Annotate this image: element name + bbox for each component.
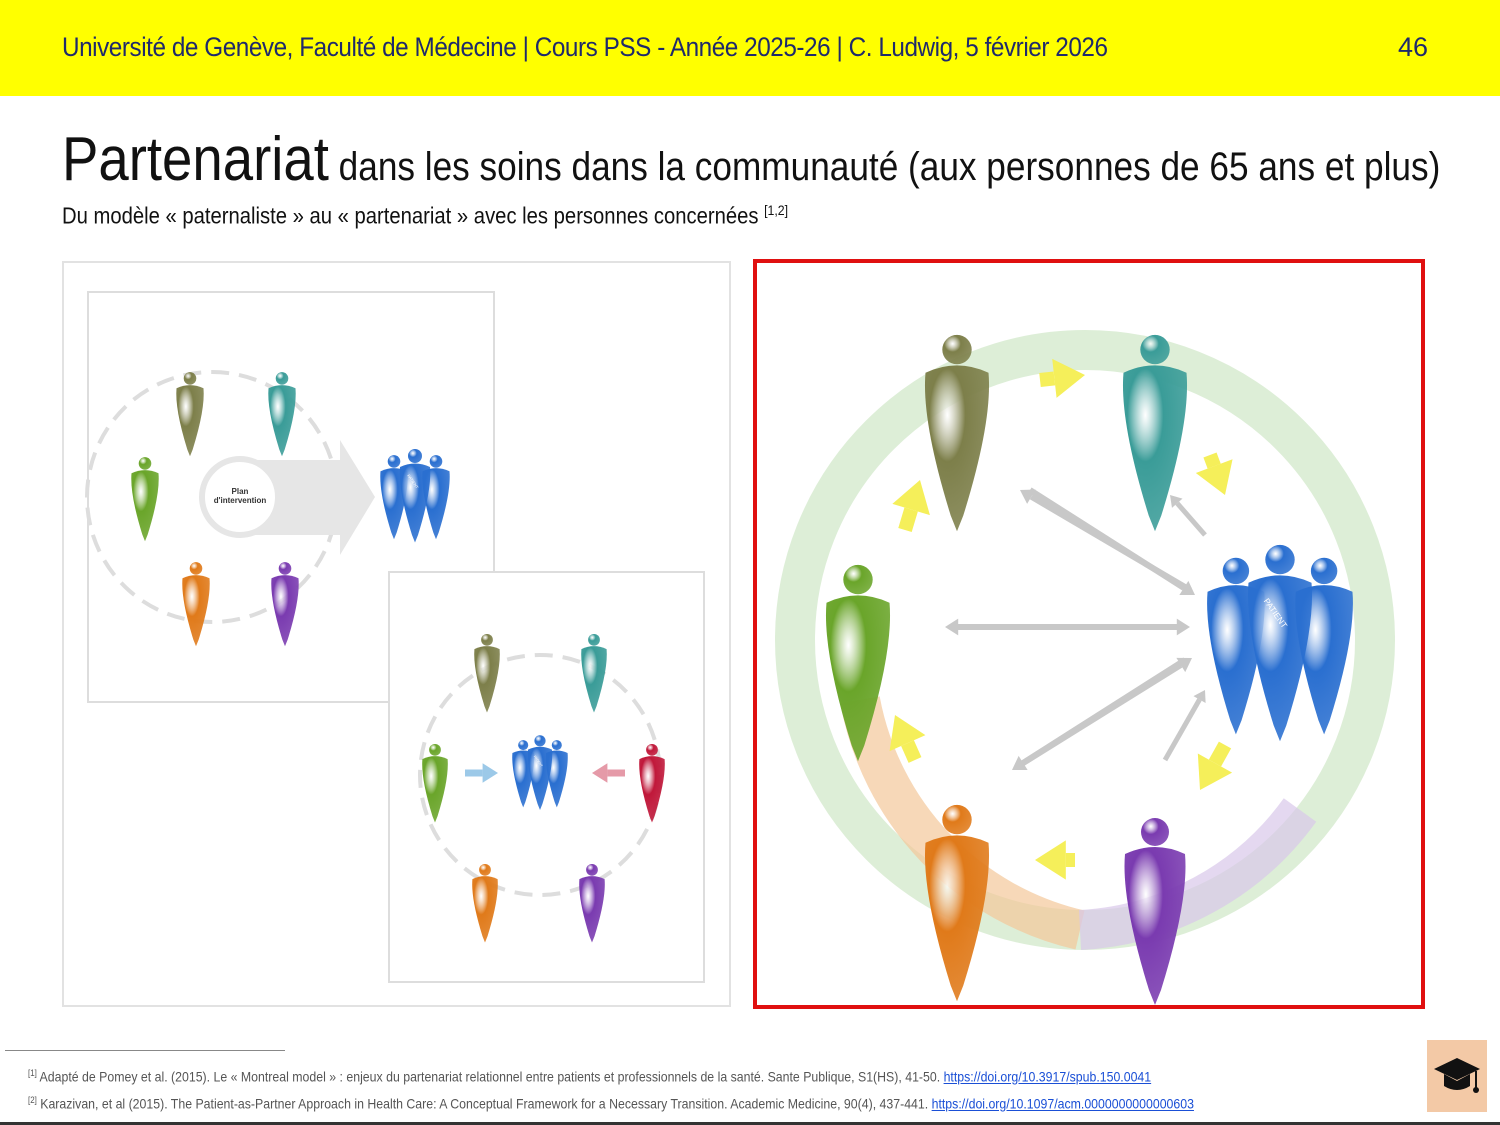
patient-group-center-head xyxy=(408,449,422,463)
nurse-figure-body xyxy=(1122,365,1188,532)
professional-figure-head xyxy=(138,457,152,470)
physician-figure-body xyxy=(176,385,204,457)
cycle-arrow-shaft xyxy=(898,507,918,533)
gray-arrow-shaft xyxy=(1028,487,1186,591)
patient-group-center-head xyxy=(1265,544,1295,575)
footnote-1: [1] Adapté de Pomey et al. (2015). Le « … xyxy=(28,1068,1151,1085)
care-cycle-ring-cool xyxy=(1078,798,1317,950)
patient-group-right-head xyxy=(429,455,443,468)
plan-label-1: Plan xyxy=(232,487,249,496)
specialist-figure-head xyxy=(1141,818,1169,846)
caregiver-figure-head xyxy=(942,804,972,835)
professional-figure-head xyxy=(429,743,441,756)
physician-figure-body xyxy=(924,365,990,532)
slide-header: Université de Genève, Faculté de Médecin… xyxy=(0,0,1500,96)
patient-group-left-head xyxy=(518,740,529,751)
specialist-figure-head xyxy=(278,562,292,575)
cycle-arrow-head xyxy=(889,715,926,752)
plan-label-2: d'intervention xyxy=(214,496,267,505)
footnote-link[interactable]: https://doi.org/10.1097/acm.000000000000… xyxy=(931,1095,1194,1112)
professional-figure-body xyxy=(131,470,159,542)
footnote-2: [2] Karazivan, et al (2015). The Patient… xyxy=(28,1095,1194,1112)
professional-figure-body xyxy=(422,756,448,823)
graduation-cap-icon xyxy=(1434,1058,1480,1093)
gray-arrow-head xyxy=(1176,657,1192,673)
nurse-figure-head xyxy=(1140,334,1170,365)
footnote-text: Adapté de Pomey et al. (2015). Le « Mont… xyxy=(36,1068,944,1085)
footnote-ref: [1] xyxy=(28,1068,37,1078)
patient-group-center-body xyxy=(527,746,553,810)
caregiver-figure-head xyxy=(479,863,491,876)
physician-figure-head xyxy=(481,633,493,646)
nurse-figure-head xyxy=(588,633,600,646)
cycle-arrow-head xyxy=(1195,459,1233,495)
partnership-model-figure xyxy=(753,259,1425,1009)
caregiver-figure-body xyxy=(472,876,498,943)
cycle-arrow-shaft xyxy=(901,740,922,763)
cycle-arrow-shaft xyxy=(1208,741,1232,767)
footnote-text: Karazivan, et al (2015). The Patient-as-… xyxy=(36,1095,932,1112)
cycle-arrow-shaft xyxy=(1039,371,1056,387)
cycle-arrow-head xyxy=(892,480,930,516)
patient-group-center-head xyxy=(534,735,546,747)
specialist-figure-body xyxy=(579,876,605,943)
nurse-figure-body xyxy=(268,385,296,457)
caregiver-figure-body xyxy=(182,575,210,647)
gray-arrow-head xyxy=(1176,618,1190,636)
gray-arrow-shaft xyxy=(1018,662,1183,768)
title-main: Partenariat xyxy=(62,125,329,194)
professional-figure-head xyxy=(843,564,873,595)
family-figure-head xyxy=(646,743,658,756)
patient-group-center-body xyxy=(1247,575,1313,742)
gray-arrow-head xyxy=(1179,580,1195,595)
specialist-figure-body xyxy=(271,575,299,647)
arrow-head xyxy=(592,763,608,783)
physician-figure-body xyxy=(474,646,500,713)
subtitle-text: Du modèle « paternaliste » au « partenar… xyxy=(62,202,765,229)
cycle-arrow-shaft xyxy=(1203,452,1221,469)
family-figure-body xyxy=(639,756,665,823)
patient-group-left-head xyxy=(387,455,401,468)
header-text: Université de Genève, Faculté de Médecin… xyxy=(62,32,1108,62)
cycle-arrow-head xyxy=(1197,753,1233,790)
footnote-ref: [2] xyxy=(28,1095,37,1105)
nurse-figure-head xyxy=(275,372,289,385)
graduation-cap-button[interactable] xyxy=(1427,1040,1487,1112)
arrow-head xyxy=(482,763,498,783)
title-rest: dans les soins dans la communauté (aux p… xyxy=(328,145,1441,189)
professional-figure-body xyxy=(825,595,891,762)
caregiver-figure-body xyxy=(924,835,990,1002)
subtitle-ref: [1,2] xyxy=(764,202,789,218)
page-title: Partenariat dans les soins dans la commu… xyxy=(62,124,1440,195)
caregiver-figure-head xyxy=(189,562,203,575)
paternalist-model-figure xyxy=(62,261,731,1007)
gray-arrow-shaft xyxy=(1162,698,1202,762)
subtitle: Du modèle « paternaliste » au « partenar… xyxy=(62,202,788,230)
patient-group-right-head xyxy=(551,740,562,751)
gray-arrow-head xyxy=(1193,690,1206,704)
gray-arrow-shaft xyxy=(1175,501,1207,537)
specialist-figure-body xyxy=(1124,847,1186,1005)
bottom-bar xyxy=(0,1122,1500,1125)
gray-arrow-head xyxy=(1170,495,1183,508)
patient-group-center-body xyxy=(399,463,431,543)
footnote-link[interactable]: https://doi.org/10.3917/spub.150.0041 xyxy=(943,1068,1152,1085)
plan-circle xyxy=(199,456,281,538)
page-number: 46 xyxy=(1397,32,1428,62)
footnote-divider xyxy=(5,1050,285,1051)
physician-figure-head xyxy=(942,334,972,365)
patient-group-right-head xyxy=(1310,557,1338,585)
specialist-figure-head xyxy=(586,863,598,876)
cycle-arrow-head xyxy=(1035,840,1066,880)
patient-sash-label: PATIENT xyxy=(533,755,544,768)
physician-figure-head xyxy=(183,372,197,385)
cycle-arrow-head xyxy=(1052,358,1085,398)
nurse-figure-body xyxy=(581,646,607,713)
patient-group-left-head xyxy=(1222,557,1250,585)
